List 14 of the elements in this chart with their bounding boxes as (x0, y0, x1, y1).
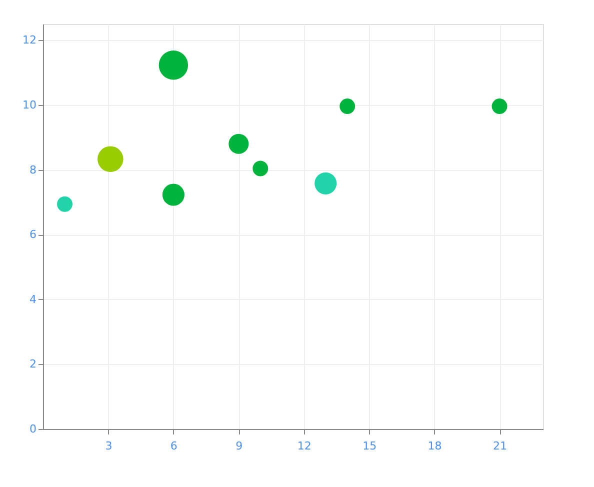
y-tick-label: 2 (30, 358, 36, 371)
x-tick-label: 6 (170, 440, 178, 452)
y-tick-label: 6 (30, 228, 36, 242)
y-tick-label: 10 (22, 98, 36, 112)
x-tick-label: 15 (362, 440, 377, 452)
x-tick-label: 18 (428, 440, 442, 452)
x-tick-label: 12 (297, 440, 312, 452)
x-tick-label: 9 (236, 440, 243, 452)
y-tick-label: 12 (22, 34, 36, 47)
y-tick-label: 0 (30, 422, 36, 436)
y-tick-label: 4 (30, 292, 36, 306)
y-tick-label: 8 (30, 163, 36, 176)
x-tick-label: 21 (493, 440, 508, 452)
x-tick-label: 3 (105, 440, 112, 452)
